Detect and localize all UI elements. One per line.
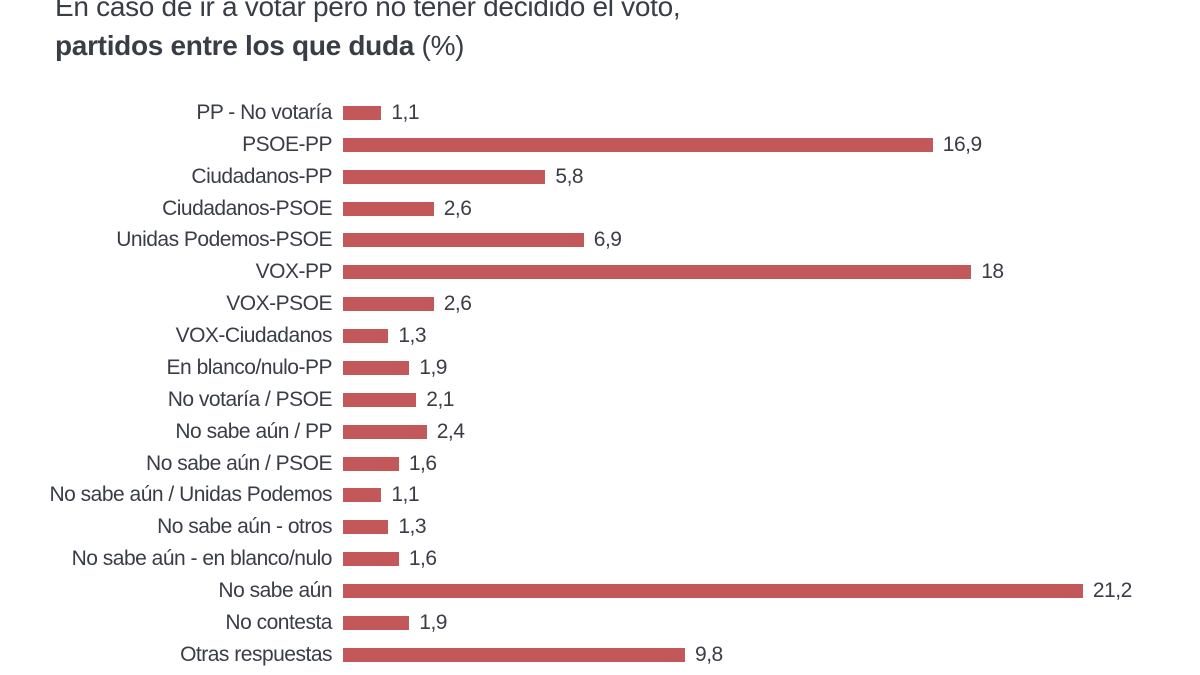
bar <box>343 424 427 439</box>
value-label: 6,9 <box>593 228 622 252</box>
bar <box>343 615 410 630</box>
bar-row: PSOE-PP 16,9 <box>0 129 1200 161</box>
category-label: PSOE-PP <box>242 132 332 156</box>
bar <box>343 329 389 344</box>
bar <box>343 392 417 407</box>
bar <box>343 552 399 567</box>
value-label: 1,6 <box>408 451 437 475</box>
value-label: 18 <box>981 260 1004 284</box>
bar-row: No sabe aún / PP 2,4 <box>0 416 1200 448</box>
value-label: 1,1 <box>391 100 420 124</box>
bar <box>343 456 399 471</box>
bar <box>343 584 1083 599</box>
category-label: No sabe aún - otros <box>157 515 332 539</box>
category-label: No sabe aún / Unidas Podemos <box>49 483 332 507</box>
bar <box>343 520 389 535</box>
value-label: 9,8 <box>695 642 723 666</box>
bar-row: PP - No votaría 1,1 <box>0 97 1200 129</box>
value-label: 21,2 <box>1092 579 1132 603</box>
bar <box>343 169 546 184</box>
bar-row: No sabe aún - otros 1,3 <box>0 511 1200 543</box>
bar <box>343 105 382 120</box>
category-label: VOX-PSOE <box>226 292 332 316</box>
bar-row: No votaría / PSOE 2,1 <box>0 384 1200 416</box>
value-label: 2,4 <box>436 419 465 443</box>
bar-row: No sabe aún 21,2 <box>0 575 1200 607</box>
category-label: No sabe aún / PSOE <box>146 451 332 475</box>
bar <box>343 233 584 248</box>
category-label: Ciudadanos-PSOE <box>162 196 332 220</box>
bar-row: VOX-PSOE 2,6 <box>0 288 1200 320</box>
bar-row: No sabe aún / PSOE 1,6 <box>0 448 1200 480</box>
bar <box>343 201 434 216</box>
value-label: 1,3 <box>398 515 427 539</box>
chart-title: En caso de ir a votar pero no tener deci… <box>55 0 681 65</box>
value-label: 1,3 <box>398 324 427 348</box>
bar <box>343 297 434 312</box>
category-label: PP - No votaría <box>196 100 332 124</box>
bar <box>343 265 972 280</box>
value-label: 5,8 <box>555 164 584 188</box>
value-label: 16,9 <box>942 132 982 156</box>
bar-row: En blanco/nulo-PP 1,9 <box>0 352 1200 384</box>
value-label: 2,6 <box>443 292 472 316</box>
category-label: No votaría / PSOE <box>167 387 333 411</box>
bar-row: Otras respuestas 9,8 <box>0 639 1200 671</box>
category-label: No sabe aún / PP <box>175 419 332 443</box>
bar-row: Ciudadanos-PP 5,8 <box>0 161 1200 193</box>
value-label: 1,9 <box>419 355 447 379</box>
bar-row: No sabe aún - en blanco/nulo 1,6 <box>0 543 1200 575</box>
bar-row: VOX-PP 18 <box>0 256 1200 288</box>
value-label: 1,1 <box>391 483 420 507</box>
value-label: 1,9 <box>419 610 447 634</box>
category-label: VOX-PP <box>255 260 333 284</box>
bar-row: VOX-Ciudadanos 1,3 <box>0 320 1200 352</box>
bar-row: No contesta 1,9 <box>0 607 1200 639</box>
value-label: 1,6 <box>408 547 437 571</box>
category-label: Ciudadanos-PP <box>191 164 332 188</box>
value-label: 2,1 <box>426 387 454 411</box>
bar <box>343 647 686 662</box>
bar-rows: PP - No votaría 1,1 PSOE-PP 16,9 Ciudadanos-… <box>0 97 1200 671</box>
chart-title-line2-bold: partidos entre los que duda <box>55 30 415 61</box>
chart-title-line1: En caso de ir a votar pero no tener deci… <box>55 0 681 22</box>
category-label: VOX-Ciudadanos <box>175 324 333 348</box>
category-label: No sabe aún - en blanco/nulo <box>71 547 333 571</box>
category-label: Unidas Podemos-PSOE <box>116 228 332 252</box>
chart-title-line2-suffix: (%) <box>414 30 465 61</box>
category-label: Otras respuestas <box>180 642 332 666</box>
bar-row: Unidas Podemos-PSOE 6,9 <box>0 225 1200 257</box>
value-label: 2,6 <box>443 196 472 220</box>
category-label: No contesta <box>225 610 332 634</box>
bar-row: Ciudadanos-PSOE 2,6 <box>0 193 1200 225</box>
category-label: No sabe aún <box>218 579 332 603</box>
bar <box>343 137 933 152</box>
bar-row: No sabe aún / Unidas Podemos 1,1 <box>0 480 1200 512</box>
chart-title-line2: partidos entre los que duda (%) <box>55 26 680 65</box>
bar <box>343 360 410 375</box>
category-label: En blanco/nulo-PP <box>166 355 333 379</box>
bar <box>343 488 382 503</box>
